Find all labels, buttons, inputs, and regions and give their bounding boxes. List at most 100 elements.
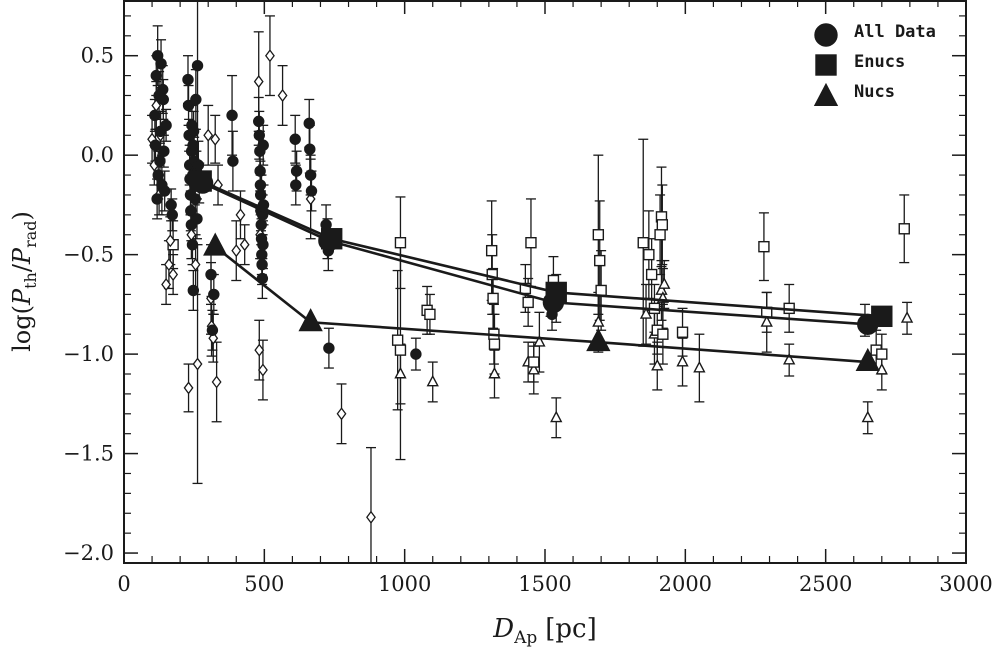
open-diamond-point [165,234,176,248]
filled-circle-point [304,169,317,181]
filled-circle-point [253,129,265,141]
open-square-point [592,229,605,241]
open-square-point [654,229,666,241]
open-triangle-point [676,354,689,367]
mean-trend-layer [190,170,893,372]
open-triangle-point [639,307,653,319]
x-tick-label: 1500 [518,572,571,596]
open-triangle-point [394,366,407,379]
y-axis-title-num-sub: th [21,272,40,289]
y-tick-label: 0.5 [81,44,114,68]
open-diamond-point [277,88,288,103]
open-diamond-point [253,74,264,89]
y-axis-title-num: P [8,288,36,306]
open-triangle-point [693,360,706,373]
y-axis-title-prefix: log( [8,305,36,352]
open-square-point [487,292,499,305]
open-diamond-point [235,208,246,222]
open-diamond-point [161,277,172,292]
x-axis-title-unit: [pc] [545,614,597,644]
open-square-point [676,326,689,338]
filled-circle-point [303,117,315,130]
filled-circle-point [149,139,162,151]
filled-circle-point [290,165,303,177]
open-square-point [525,237,537,249]
mean-square-marker [190,170,212,192]
open-square-point [485,244,498,257]
plot-frame [123,0,967,564]
filled-circle-point [151,193,163,205]
mean-square-marker [320,228,343,250]
open-square-point [391,334,404,346]
filled-circle-point [254,165,266,177]
filled-circle-point [187,284,200,297]
filled-circle-point [182,99,195,112]
open-square-point [643,248,655,261]
filled-circle-point [149,109,161,122]
y-axis-title-den-sub: rad [21,220,40,247]
filled-circle-point [158,145,170,157]
x-tick-label: 0 [117,572,130,596]
open-triangle-point [527,362,540,375]
filled-circle-point [157,93,169,106]
y-tick-label: −2.0 [63,541,114,565]
x-axis-title-sub: Ap [513,628,537,648]
filled-circle-point [323,342,335,354]
open-diamond-point [231,244,242,258]
open-square-point [898,223,910,235]
filled-circle-point [157,83,169,96]
filled-circle-point [158,185,171,197]
open-square-point [758,240,770,253]
open-triangle-point [900,311,914,323]
filled-circle-point [152,169,164,181]
filled-circle-point [257,139,269,151]
open-diamond-point [192,357,203,371]
filled-circle-point [189,193,201,205]
filled-circle-point [256,248,268,261]
open-diamond-point [265,49,275,63]
y-axis-title-suffix: ) [8,211,36,220]
filled-circle-point [154,155,166,167]
x-tick-label: 1000 [378,572,431,596]
filled-circle-point [253,115,265,128]
legend-square-marker [815,54,837,76]
open-diamond-point [210,132,221,146]
filled-circle-point [191,59,204,72]
y-axis-title-sep: / [8,263,36,272]
open-triangle-point [533,334,546,347]
mean-triangle-marker [586,328,611,352]
y-axis-title: log(Pth/Prad) [8,211,40,352]
axis-ticks-layer: 0 500 1000 1500 2000 2500 3000 0.5 0.0 −0.5 −1.0 −1… [63,0,993,596]
open-triangle-point [550,410,563,423]
mean-triangle-marker [203,232,228,256]
open-square-point [637,237,649,249]
legend: All Data Enucs Nucs [813,22,936,106]
filled-circle-point [186,238,199,251]
open-triangle-point [861,410,874,423]
open-triangle-point [875,362,888,375]
filled-circle-point [191,213,203,225]
open-diamond-point [168,267,179,282]
open-square-point [394,237,407,249]
filled-circle-point [254,179,267,191]
filled-circle-point [255,219,267,231]
open-square-point [595,284,607,297]
open-triangle-point [658,277,671,289]
open-square-point [486,268,498,281]
x-axis-title: DAp [pc] [492,614,597,648]
filled-circle-point [208,288,220,301]
open-square-point [594,254,606,267]
open-triangle-point [426,374,439,387]
legend-label: Enucs [854,52,905,72]
mean-line-triangle [214,245,868,364]
filled-circle-point [304,143,316,155]
x-tick-label: 2000 [659,572,712,596]
x-axis-title-main: D [492,614,514,644]
filled-circle-point [305,185,318,197]
filled-circle-point [155,57,167,70]
open-diamond-point [239,238,250,252]
filled-circle-point [182,73,194,86]
open-diamond-point [211,375,222,389]
